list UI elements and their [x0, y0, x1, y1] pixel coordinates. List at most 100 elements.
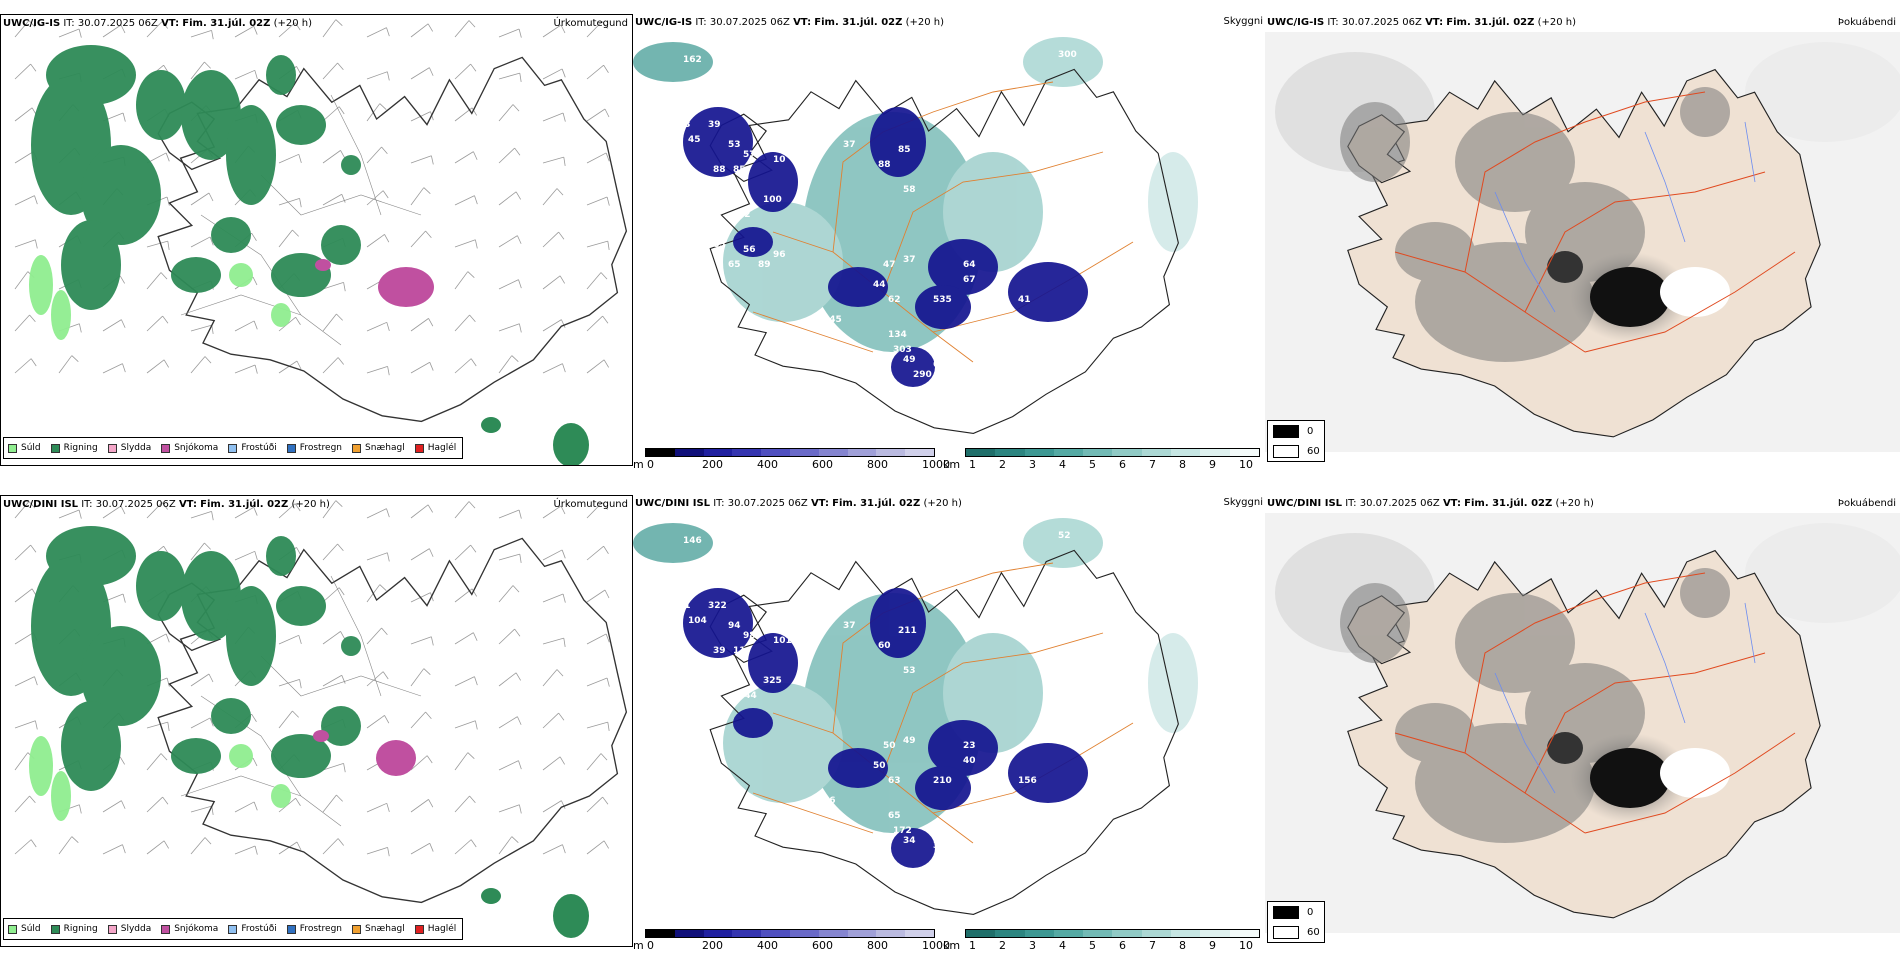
cloud-base-value: 125	[963, 846, 982, 856]
cloud-base-value: 34	[903, 836, 916, 846]
visibility-unit: km	[943, 939, 961, 952]
cloud-base-value: 96	[773, 250, 786, 260]
cloud-base-scale: m 0 200 400 600 800 1000	[633, 448, 950, 474]
cloud-base-value: 134	[888, 330, 907, 340]
init-time: IT: 30.07.2025 06Z	[695, 17, 790, 28]
precip-type-panel: UWC/IG-IS IT: 30.07.2025 06Z VT: Fim. 31…	[0, 14, 633, 466]
cloud-base-value: 23	[963, 741, 976, 751]
cloud-base-value: 41	[1018, 295, 1031, 305]
cloud-base-value: 46	[958, 370, 971, 380]
cloud-base-value: 325	[763, 676, 782, 686]
cloud-base-value: 49	[903, 736, 916, 746]
cloud-base-value: 65	[888, 811, 901, 821]
cloud-base-value: 146	[683, 536, 702, 546]
legend-label: Slydda	[120, 924, 152, 934]
legend-label: Snæhagl	[365, 443, 405, 453]
cloud-base-value: 322	[708, 601, 727, 611]
cloud-base-tick: 800	[867, 939, 888, 952]
cloud-base-tick: 0	[647, 939, 654, 952]
cloud-base-value: 43	[988, 305, 1001, 315]
cloud-base-value: 145	[823, 315, 842, 325]
cloud-base-value: 65	[728, 260, 741, 270]
visibility-tick: 8	[1179, 458, 1186, 471]
cloud-base-value: 210	[933, 776, 952, 786]
cloud-base-value: 61	[933, 360, 946, 370]
cloud-base-value: 290	[913, 370, 932, 380]
cloud-base-value: 67	[963, 275, 976, 285]
cloud-base-value: 303	[893, 345, 912, 355]
panel-header: UWC/IG-IS IT: 30.07.2025 06Z VT: Fim. 31…	[1267, 17, 1576, 28]
panel-header: UWC/DINI ISL IT: 30.07.2025 06Z VT: Fim.…	[3, 499, 330, 510]
cloud-base-value: 10	[773, 155, 786, 165]
legend-label: Rigning	[63, 443, 98, 453]
legend-swatch	[107, 924, 117, 934]
visibility-tick: 5	[1089, 458, 1096, 471]
legend-label: Snjókoma	[174, 443, 219, 453]
valid-time-label: VT:	[178, 499, 197, 510]
visibility-tick: 7	[1149, 458, 1156, 471]
visibility-tick: 9	[1209, 458, 1216, 471]
cloud-base-value: 53	[728, 140, 741, 150]
cloud-base-value: 88	[713, 165, 726, 175]
visibility-tick: 10	[1239, 458, 1253, 471]
cloud-base-value: 94	[728, 621, 741, 631]
panel-title: Skyggni	[1223, 16, 1263, 27]
legend-swatch	[161, 924, 171, 934]
fog-map	[1265, 32, 1900, 452]
cloud-base-value: 50	[873, 761, 886, 771]
lead-time: (+20 h)	[905, 17, 944, 28]
panel-title: Þokuábendi	[1837, 498, 1896, 509]
cloud-base-value: 64	[963, 260, 976, 270]
cloud-base-value: 57	[973, 325, 986, 335]
legend-item-precip: Slydda	[107, 443, 152, 453]
valid-time-label: VT:	[810, 498, 829, 509]
model-name-fog: UWC/DINI ISL	[1267, 498, 1343, 509]
cloud-base-value: 85	[733, 165, 746, 175]
precip-legend: Súld Rigning Slydda Snjókoma Frostúði Fr…	[3, 918, 463, 940]
cloud-base-value: 100	[763, 195, 782, 205]
cloud-base-value: 45	[688, 135, 701, 145]
cloud-base-value: 58	[903, 185, 916, 195]
valid-time: Fim. 31.júl. 02Z	[182, 18, 271, 29]
legend-swatch	[161, 443, 171, 453]
cloud-base-value: 33	[898, 395, 911, 405]
legend-label: Frostúði	[241, 924, 277, 934]
init-time: IT: 30.07.2025 06Z	[1345, 498, 1440, 509]
legend-label: Frostregn	[299, 924, 343, 934]
lead-time: (+20 h)	[291, 499, 330, 510]
valid-time-label: VT:	[1425, 17, 1444, 28]
cloud-base-value: 49	[903, 355, 916, 365]
cloud-base-value: 37	[903, 255, 916, 265]
cloud-base-value: 63	[888, 776, 901, 786]
fog-legend: 0 60	[1267, 420, 1325, 462]
legend-label: Snjókoma	[174, 924, 219, 934]
legend-label: Frostúði	[241, 443, 277, 453]
legend-item-precip: Haglél	[414, 924, 457, 934]
legend-label: Rigning	[63, 924, 98, 934]
cloud-base-value: 162	[683, 55, 702, 65]
lead-time: (+20 h)	[923, 498, 962, 509]
panel-header: UWC/DINI ISL IT: 30.07.2025 06Z VT: Fim.…	[1267, 498, 1594, 509]
cloud-base-value: 24	[1053, 345, 1066, 355]
valid-time-label: VT:	[793, 17, 812, 28]
legend-swatch	[286, 443, 296, 453]
cloud-base-value: 98	[743, 631, 756, 641]
lead-time: (+20 h)	[1555, 498, 1594, 509]
legend-label: Slydda	[120, 443, 152, 453]
visibility-tick: 9	[1209, 939, 1216, 952]
cloud-base-value: 202	[958, 325, 977, 335]
fog-legend-item: 60	[1268, 922, 1324, 942]
valid-time: Fim. 31.júl. 02Z	[1464, 498, 1553, 509]
visibility-tick: 2	[999, 939, 1006, 952]
cloud-base-value: 37	[933, 841, 946, 851]
legend-label: Haglél	[427, 924, 457, 934]
model-name-fog: UWC/IG-IS	[1267, 17, 1325, 28]
legend-swatch	[352, 924, 362, 934]
cloud-base-value: 112	[958, 806, 977, 816]
valid-time: Fim. 31.júl. 02Z	[1446, 17, 1535, 28]
cloud-base-value: 39	[713, 646, 726, 656]
precip-legend: Súld Rigning Slydda Snjókoma Frostúði Fr…	[3, 437, 463, 459]
valid-time: Fim. 31.júl. 02Z	[200, 499, 289, 510]
cloud-base-value: 535	[933, 295, 952, 305]
panel-title: Úrkomutegund	[553, 18, 628, 29]
